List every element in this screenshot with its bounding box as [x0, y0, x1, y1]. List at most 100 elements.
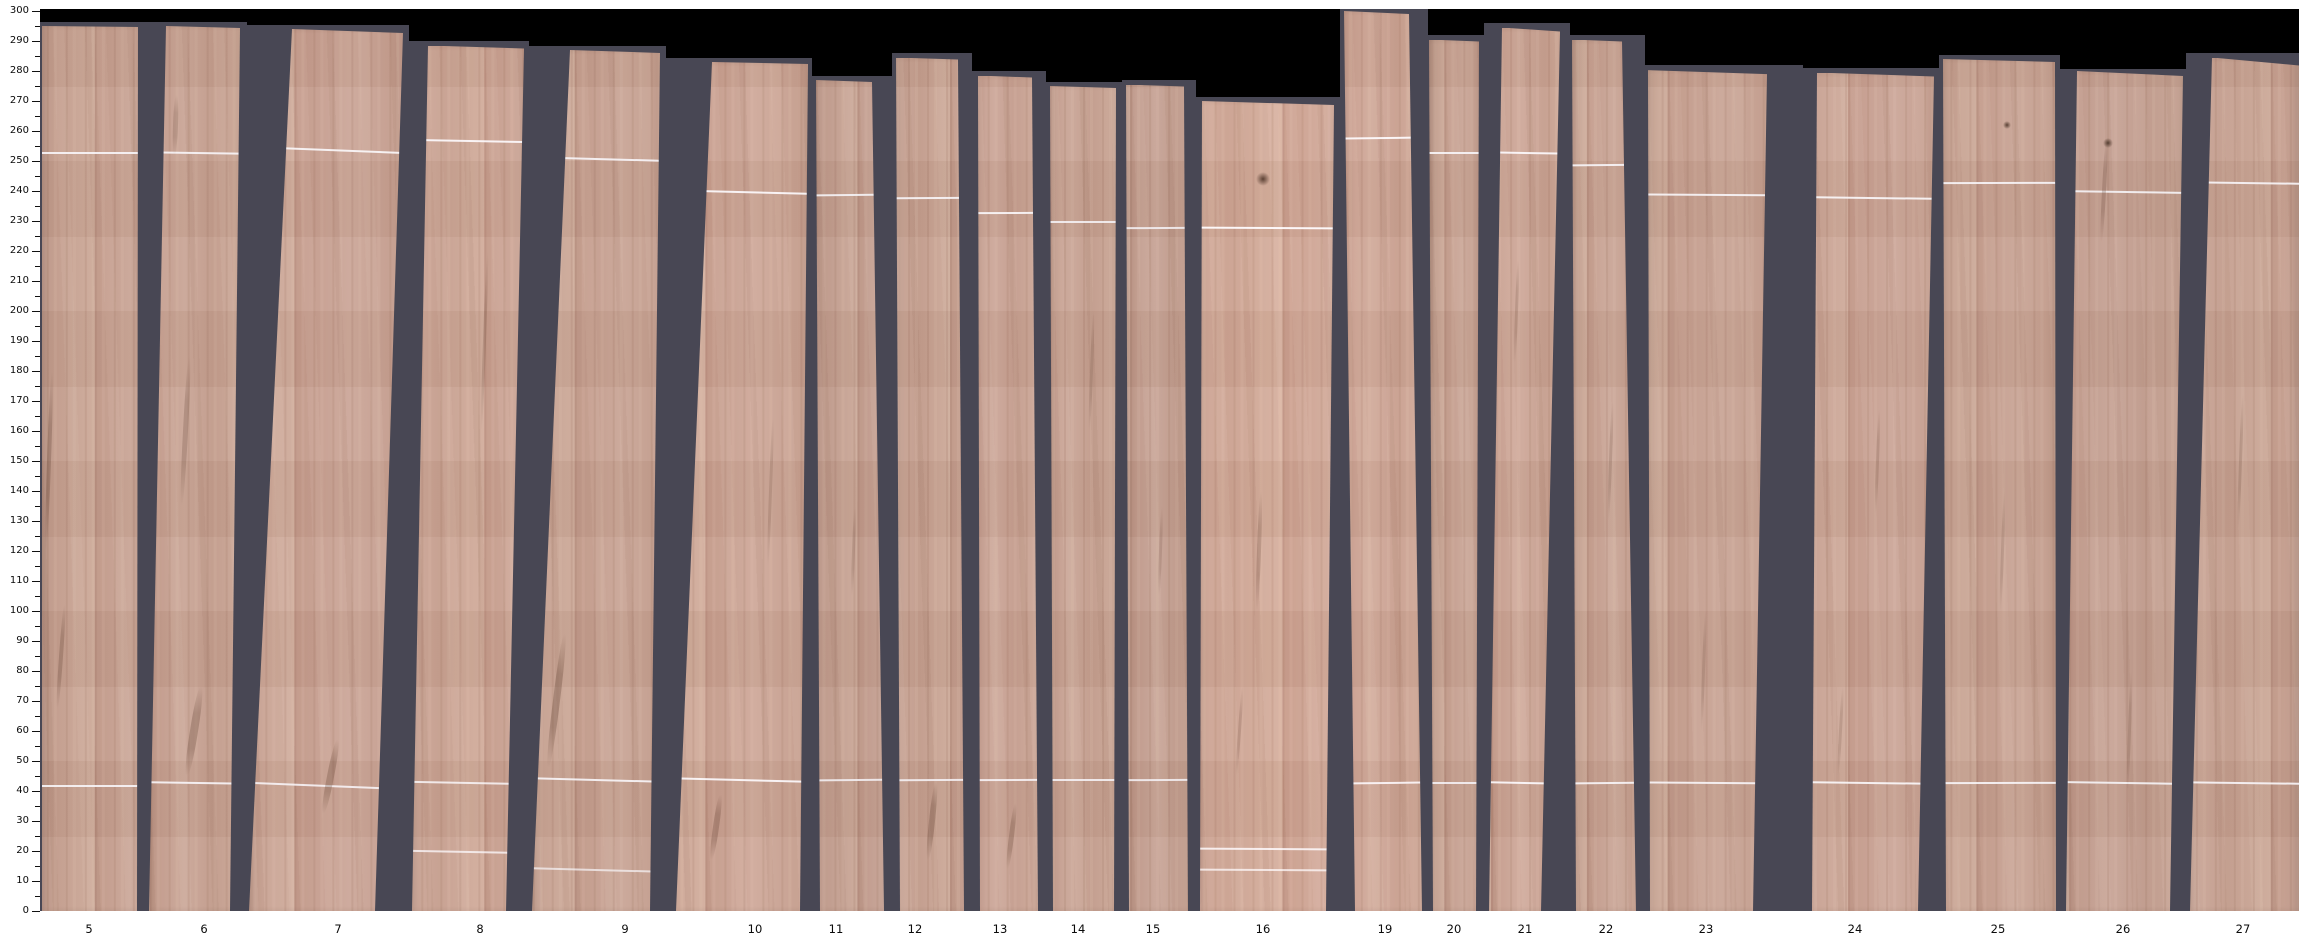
x-tick-label-7: 7	[334, 922, 342, 936]
y-axis-minor-tick	[35, 835, 40, 837]
board-strip-8	[409, 41, 529, 911]
y-axis-major-tick	[32, 40, 40, 42]
wood-plank-6[interactable]	[149, 26, 240, 911]
y-axis-major-tick	[32, 220, 40, 222]
y-tick-label: 180	[9, 365, 29, 376]
y-axis-minor-tick	[35, 385, 40, 387]
wood-plank-26[interactable]	[2066, 70, 2183, 911]
wood-plank-13[interactable]	[978, 75, 1038, 911]
wood-plank-9[interactable]	[532, 49, 660, 911]
depth-marker-line	[1344, 136, 1422, 140]
wood-plank-15[interactable]	[1126, 84, 1188, 911]
y-axis-major-tick	[32, 310, 40, 312]
y-axis-major-tick	[32, 160, 40, 162]
y-axis-major-tick	[32, 190, 40, 192]
board-strip-19	[1340, 9, 1428, 911]
depth-marker-line	[149, 781, 240, 785]
depth-marker-line	[1200, 847, 1334, 851]
board-strip-20	[1428, 35, 1484, 911]
y-tick-label: 20	[16, 845, 29, 856]
y-axis-major-tick	[32, 430, 40, 432]
wood-grain-streak	[708, 793, 724, 861]
y-axis-major-tick	[32, 610, 40, 612]
wood-grain-streak	[543, 82, 555, 168]
wood-plank-21[interactable]	[1489, 27, 1560, 911]
depth-marker-line	[896, 196, 964, 200]
y-axis-minor-tick	[35, 865, 40, 867]
wood-plank-11[interactable]	[816, 79, 884, 911]
depth-marker-line	[412, 780, 524, 786]
plot-canvas	[40, 9, 2299, 911]
depth-marker-line	[978, 778, 1038, 782]
wood-plank-24[interactable]	[1812, 72, 1934, 911]
y-tick-label: 30	[16, 815, 29, 826]
wood-grain-streak	[545, 633, 569, 769]
wood-plank-19[interactable]	[1344, 11, 1422, 911]
y-axis-minor-tick	[35, 175, 40, 177]
wood-plank-8[interactable]	[412, 45, 524, 911]
y-axis-major-tick	[32, 250, 40, 252]
depth-marker-line	[816, 193, 884, 197]
y-tick-label: 120	[9, 545, 29, 556]
wood-grain-streak	[1156, 505, 1164, 597]
wood-plank-14[interactable]	[1050, 85, 1116, 911]
board-strip-6	[145, 21, 247, 911]
y-axis-major-tick	[32, 280, 40, 282]
depth-marker-line	[1943, 781, 2056, 785]
wood-plank-27[interactable]	[2190, 57, 2299, 911]
y-tick-label: 130	[9, 515, 29, 526]
y-axis-major-tick	[32, 460, 40, 462]
wood-plank-10[interactable]	[676, 61, 808, 911]
x-tick-label-11: 11	[828, 922, 844, 936]
board-strip-15	[1122, 80, 1196, 911]
x-tick-label-5: 5	[85, 922, 93, 936]
depth-marker-line	[1200, 226, 1334, 230]
wood-grain-streak	[2126, 670, 2134, 792]
depth-marker-line	[676, 188, 808, 196]
wood-grain-streak	[1513, 258, 1520, 364]
y-axis-minor-tick	[35, 25, 40, 27]
depth-marker-line	[1572, 163, 1636, 167]
wood-plank-25[interactable]	[1943, 58, 2056, 911]
wood-grain-streak	[850, 505, 857, 597]
y-axis-minor-tick	[35, 145, 40, 147]
y-axis-minor-tick	[35, 295, 40, 297]
board-strip-9	[529, 46, 666, 911]
y-tick-label: 0	[22, 905, 29, 916]
depth-marker-line	[2190, 781, 2299, 785]
y-tick-label: 170	[9, 395, 29, 406]
depth-marker-line	[1429, 151, 1479, 155]
y-tick-label: 230	[9, 215, 29, 226]
wood-plank-23[interactable]	[1648, 70, 1767, 911]
wood-plank-16[interactable]	[1200, 100, 1334, 911]
y-axis-minor-tick	[35, 85, 40, 87]
wood-grain-streak	[1998, 490, 2007, 612]
wood-plank-22[interactable]	[1572, 39, 1636, 911]
y-tick-label: 290	[9, 35, 29, 46]
y-tick-label: 150	[9, 455, 29, 466]
y-axis-minor-tick	[35, 475, 40, 477]
wood-grain-streak	[924, 781, 939, 861]
y-axis-major-tick	[32, 130, 40, 132]
board-strip-16	[1196, 97, 1340, 911]
wood-plank-20[interactable]	[1429, 39, 1479, 911]
wood-plank-12[interactable]	[896, 57, 964, 911]
depth-marker-line	[412, 138, 524, 144]
wood-plank-7[interactable]	[249, 29, 403, 911]
y-axis-major-tick	[32, 730, 40, 732]
wood-plank-5[interactable]	[42, 26, 138, 911]
y-axis-major-tick	[32, 340, 40, 342]
depth-marker-line	[676, 776, 808, 784]
depth-marker-line	[1200, 868, 1334, 872]
x-tick-label-21: 21	[1517, 922, 1533, 936]
wood-grain-streak	[172, 94, 180, 156]
y-axis-major-tick	[32, 820, 40, 822]
y-axis-minor-tick	[35, 55, 40, 57]
wood-grain-streak	[55, 603, 67, 709]
y-axis-major-tick	[32, 670, 40, 672]
wood-grain-streak	[2236, 393, 2245, 529]
wood-grain-streak	[1004, 802, 1019, 870]
y-axis-major-tick	[32, 70, 40, 72]
y-axis-major-tick	[32, 400, 40, 402]
